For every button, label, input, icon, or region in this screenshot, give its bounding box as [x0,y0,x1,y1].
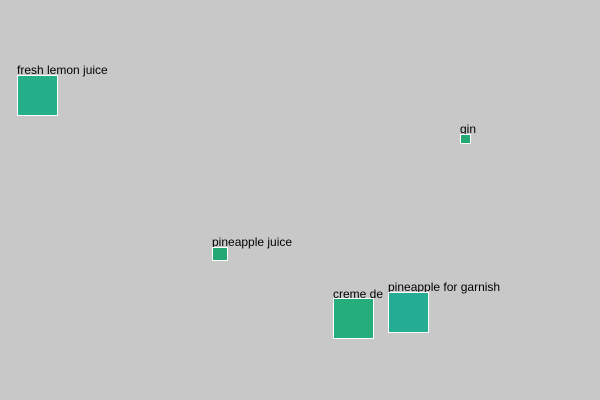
ingredient-label: pineapple for garnish [388,280,501,294]
ingredient-label: fresh lemon juice [17,63,108,77]
ingredient-square[interactable] [212,247,228,261]
ingredient-square[interactable] [388,292,429,333]
ingredient-label: gin [460,122,477,136]
ingredient-label: pineapple juice [212,235,293,249]
ingredient-label: creme de [333,287,384,301]
ingredient-square[interactable] [333,298,374,339]
ingredient-square[interactable] [460,134,471,144]
ingredient-square[interactable] [17,75,58,116]
